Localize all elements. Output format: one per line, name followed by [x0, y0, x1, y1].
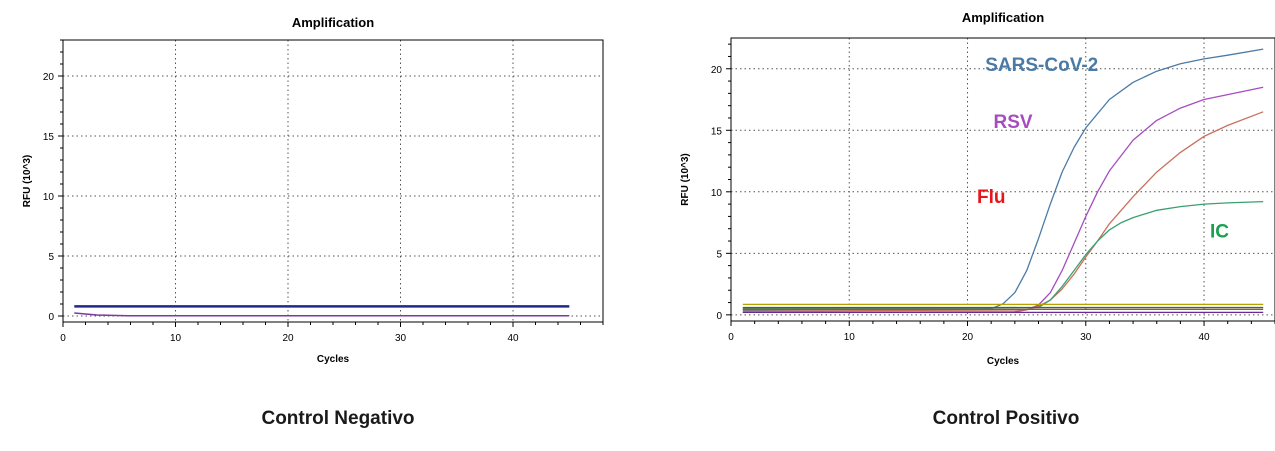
neg-y-tick-label: 20: [43, 72, 55, 83]
pos-x-tick-label: 40: [1198, 332, 1210, 343]
pos-y-tick-label: 5: [716, 249, 722, 260]
pos-plot-frame: [730, 37, 1275, 322]
positive-control-chart: Amplification 0 10 20 30 40 0 5 10 15 20 Cycles RFU …: [680, 10, 1275, 367]
pos-series-label-rsv: RSV: [994, 112, 1033, 133]
pos-series-line-flu: [742, 111, 1264, 312]
pos-y-tick-label: 10: [711, 188, 723, 199]
pos-x-tick-label: 20: [962, 332, 974, 343]
pos-y-axis-label: RFU (10^3): [680, 153, 691, 206]
neg-y-tick-label: 10: [43, 192, 55, 203]
positive-control-panel: Amplification 0 10 20 30 40 0 5 10 15 20 Cycles RFU …: [655, 0, 1275, 451]
pos-series-label-ic: IC: [1210, 221, 1229, 242]
pos-x-axis-label: Cycles: [987, 356, 1020, 367]
neg-series-line: [74, 312, 570, 317]
pos-y-tick-label: 15: [711, 126, 723, 137]
pos-y-tick-label: 20: [711, 65, 723, 76]
pos-x-tick-label: 10: [844, 332, 856, 343]
neg-chart-title: Amplification: [292, 15, 374, 30]
neg-x-axis-label: Cycles: [317, 354, 350, 365]
neg-plot-frame: [62, 39, 604, 323]
pos-y-tick-label: 0: [716, 311, 722, 322]
pos-x-tick-label: 30: [1080, 332, 1092, 343]
neg-x-tick-label: 40: [507, 333, 519, 344]
neg-y-tick-label: 5: [48, 252, 54, 263]
negative-control-caption: Control Negativo: [261, 408, 415, 429]
negative-control-panel: Amplification 0 10 20 30 40 0 5 10 15 20 Cycles RFU …: [0, 0, 620, 451]
neg-x-tick-label: 10: [170, 333, 182, 344]
neg-x-tick-label: 20: [282, 333, 294, 344]
neg-y-tick-label: 0: [48, 312, 54, 323]
neg-y-tick-label: 15: [43, 132, 55, 143]
positive-control-caption: Control Positivo: [932, 408, 1080, 429]
negative-control-chart: Amplification 0 10 20 30 40 0 5 10 15 20 Cycles RFU …: [22, 15, 604, 365]
neg-x-tick-label: 30: [395, 333, 407, 344]
pos-series-line-ic: [742, 200, 1264, 310]
pos-series-label-flu: Flu: [977, 187, 1006, 208]
neg-x-tick-label: 0: [60, 333, 66, 344]
pos-series-line-sars-cov-2: [742, 48, 1264, 311]
pos-chart-title: Amplification: [962, 10, 1044, 25]
pos-x-tick-label: 0: [728, 332, 734, 343]
pos-series-label-sars-cov-2: SARS-CoV-2: [985, 55, 1098, 76]
neg-y-axis-label: RFU (10^3): [22, 155, 33, 208]
